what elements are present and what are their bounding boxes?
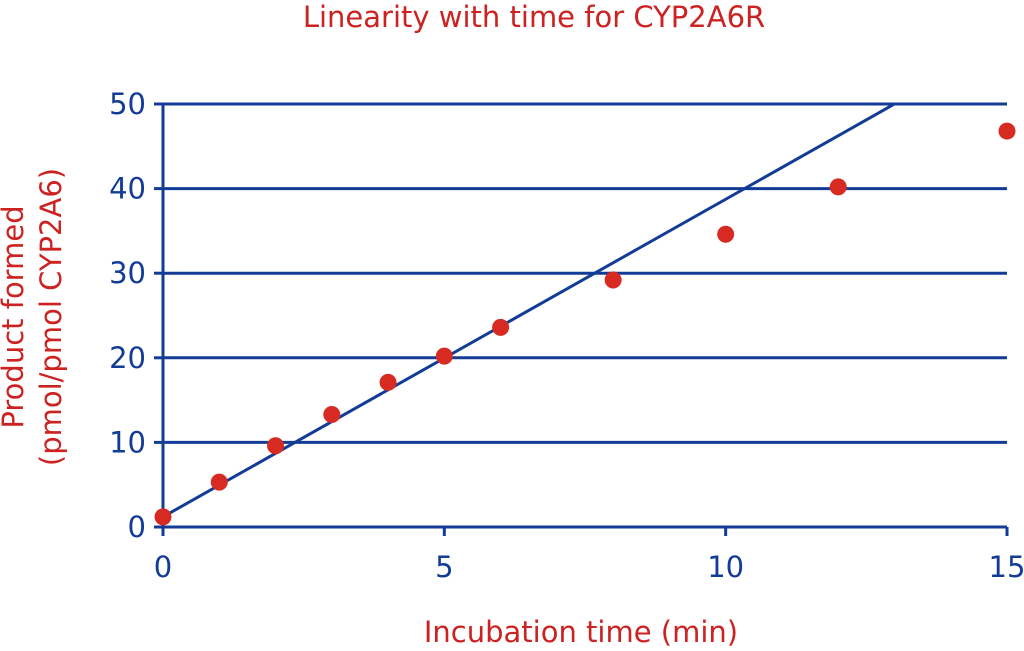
- trend-line: [162, 102, 896, 519]
- y-tick-label-1: 10: [109, 425, 146, 459]
- x-axis-title: Incubation time (min): [424, 615, 738, 649]
- y-tick-label-0: 0: [128, 510, 146, 544]
- data-point-3: [323, 405, 341, 423]
- y-tick-label-5: 50: [109, 87, 146, 121]
- y-axis-title-line-1: Product formed: [0, 205, 30, 428]
- y-tick-label-4: 40: [109, 172, 146, 206]
- data-point-2: [267, 437, 285, 455]
- data-point-5: [435, 347, 453, 365]
- trend-line-path: [162, 102, 896, 519]
- data-point-4: [379, 373, 397, 391]
- data-point-6: [492, 318, 510, 336]
- x-tick-label-0: 0: [154, 550, 172, 584]
- grid: [163, 102, 1007, 444]
- y-axis-title: Product formed (pmol/pmol CYP2A6): [0, 168, 68, 466]
- data-points: [154, 122, 1016, 526]
- y-tick-label-3: 30: [109, 256, 146, 290]
- data-point-1: [210, 473, 228, 491]
- data-point-0: [154, 508, 172, 526]
- y-tick-label-2: 20: [109, 341, 146, 375]
- data-point-10: [998, 122, 1016, 140]
- data-point-9: [829, 178, 847, 196]
- data-point-8: [717, 225, 735, 243]
- ticks: 0 10 20 30 40 50 0 5 10 15: [109, 87, 1024, 584]
- axes: [155, 104, 1007, 535]
- y-axis-title-line-2: (pmol/pmol CYP2A6): [34, 168, 68, 466]
- x-tick-label-1: 5: [435, 550, 453, 584]
- x-tick-label-3: 15: [989, 550, 1024, 584]
- x-tick-label-2: 10: [707, 550, 744, 584]
- data-point-7: [604, 271, 622, 289]
- chart-title: Linearity with time for CYP2A6R: [303, 0, 765, 34]
